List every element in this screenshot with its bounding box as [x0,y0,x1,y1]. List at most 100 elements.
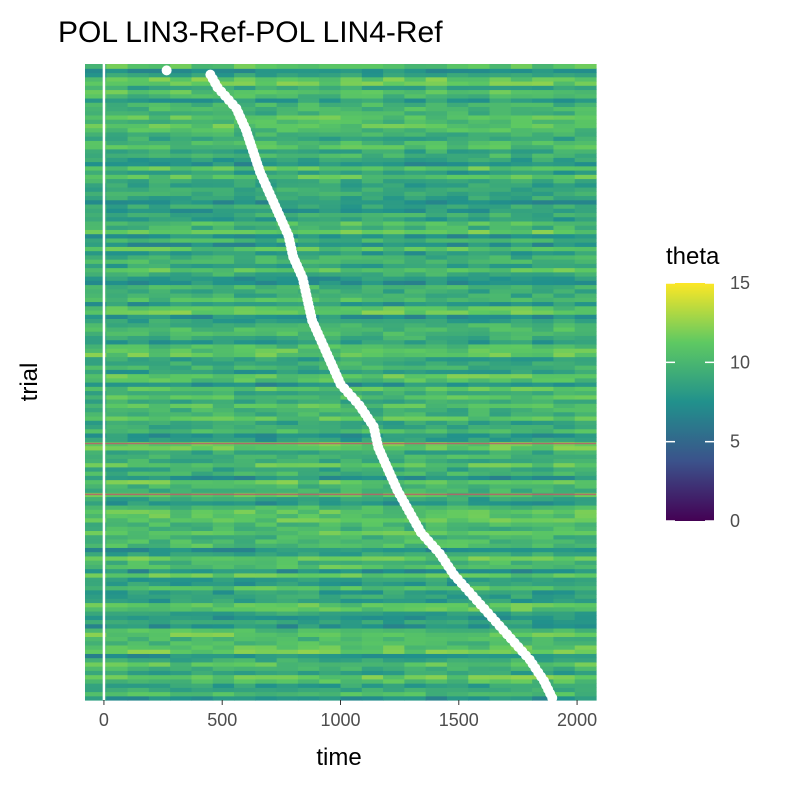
heatmap-cell [425,97,448,103]
heatmap-cell [255,106,278,112]
heatmap-cell [255,140,278,146]
heatmap-cell [468,276,491,281]
heatmap-cell [297,271,320,277]
heatmap-cell [276,182,299,188]
heatmap-cell [170,297,193,303]
heatmap-cell [340,106,363,112]
heatmap-cell [191,208,214,213]
heatmap-cell [170,72,193,78]
heatmap-cell [574,500,597,506]
heatmap-cell [404,411,427,417]
heatmap-cell [510,568,533,574]
heatmap-cell [553,627,576,633]
heatmap-cell [510,144,533,150]
heatmap-cell [489,203,512,209]
heatmap-cell [510,661,533,667]
heatmap-cell [446,504,469,510]
heatmap-cell [361,691,384,697]
heatmap-cell [510,148,533,154]
heatmap-cell [276,534,299,540]
heatmap-cell [148,80,171,86]
heatmap-cell [170,398,193,404]
heatmap-cell [148,140,171,146]
heatmap-cell [340,267,363,273]
heatmap-cell [276,68,299,74]
heatmap-cell [574,229,597,235]
heatmap-cell [85,199,107,205]
heatmap-cell [532,276,555,281]
heatmap-cell [148,572,171,578]
heatmap-cell [255,496,278,502]
heatmap-cell [127,102,150,107]
heatmap-cell [404,144,427,150]
heatmap-cell [532,437,555,442]
heatmap-cell [510,560,533,565]
heatmap-cell [383,623,405,629]
heatmap-cell [510,471,533,476]
heatmap-cell [446,195,469,201]
heatmap-cell [361,687,384,693]
heatmap-cell [85,602,107,608]
heatmap-cell [404,581,427,587]
heatmap-cell [383,526,405,531]
heatmap-cell [234,284,256,290]
heatmap-cell [404,488,427,493]
heatmap-cell [383,305,405,311]
heatmap-cell [297,670,320,676]
heatmap-cell [446,398,469,404]
heatmap-cell [425,462,448,468]
heatmap-cell [553,225,576,230]
heatmap-cell [574,606,597,612]
heatmap-cell [489,229,512,235]
heatmap-cell [212,640,235,646]
heatmap-cell [361,458,384,464]
heatmap-cell [319,504,342,510]
heatmap-cell [340,195,363,201]
heatmap-cell [319,683,342,688]
heatmap-cell [553,195,576,201]
heatmap-cell [425,318,448,324]
heatmap-cell [383,297,405,303]
heatmap-cell [532,640,555,646]
heatmap-cell [383,513,405,519]
heatmap-cell [510,237,533,243]
heatmap-cell [319,148,342,154]
heatmap-cell [212,475,235,481]
heatmap-cell [191,526,214,531]
heatmap-cell [361,530,384,536]
heatmap-cell [148,68,171,74]
heatmap-cell [489,691,512,697]
heatmap-cell [425,373,448,379]
heatmap-cell [425,140,448,146]
heatmap-cell [212,161,235,167]
heatmap-cell [276,369,299,375]
heatmap-cell [340,547,363,553]
heatmap-cell [574,102,597,107]
heatmap-cell [127,500,150,506]
heatmap-cell [446,534,469,540]
heatmap-cell [234,458,256,464]
heatmap-cell [297,97,320,103]
heatmap-cell [85,471,107,476]
heatmap-cell [319,513,342,519]
heatmap-cell [127,568,150,574]
heatmap-cell [383,309,405,315]
heatmap-cell [170,640,193,646]
heatmap-cell [532,483,555,489]
heatmap-cell [234,415,256,421]
heatmap-cell [425,407,448,413]
heatmap-cell [361,500,384,506]
heatmap-cell [340,517,363,523]
heatmap-cell [148,331,171,336]
heatmap-cell [170,411,193,417]
heatmap-cell [489,577,512,582]
heatmap-cell [297,161,320,167]
heatmap-cell [468,237,491,243]
heatmap-cell [532,178,555,184]
heatmap-cell [106,97,129,103]
heatmap-cell [319,301,342,307]
heatmap-cell [383,136,405,141]
heatmap-cell [276,449,299,455]
heatmap-cell [106,216,129,222]
heatmap-cell [553,301,576,307]
